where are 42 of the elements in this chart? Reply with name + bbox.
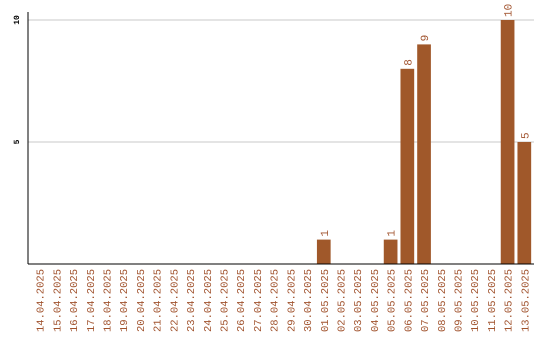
x-tick-label: 01.05.2025 bbox=[320, 269, 332, 332]
x-tick-label: 12.05.2025 bbox=[504, 269, 516, 332]
bar bbox=[500, 20, 514, 264]
x-tick-label: 26.04.2025 bbox=[236, 269, 248, 332]
x-tick-label: 03.05.2025 bbox=[353, 269, 366, 332]
x-tick-label: 23.04.2025 bbox=[186, 269, 198, 332]
bar bbox=[417, 44, 431, 264]
x-tick-label: 20.04.2025 bbox=[136, 269, 148, 332]
x-tick-label: 06.05.2025 bbox=[403, 269, 416, 332]
data-label: 9 bbox=[420, 34, 432, 42]
x-tick-label: 15.04.2025 bbox=[52, 269, 64, 332]
x-tick-label: 16.04.2025 bbox=[69, 269, 82, 332]
x-tick-label: 09.05.2025 bbox=[453, 269, 466, 332]
x-tick-label: 29.04.2025 bbox=[286, 269, 298, 332]
bar bbox=[316, 240, 331, 264]
bar bbox=[400, 68, 414, 264]
data-label: 8 bbox=[403, 59, 416, 66]
x-tick-label: 28.04.2025 bbox=[270, 269, 282, 332]
data-label: 5 bbox=[520, 132, 532, 139]
x-tick-label: 19.04.2025 bbox=[119, 269, 132, 332]
data-label: 1 bbox=[386, 230, 399, 237]
x-tick-label: 08.05.2025 bbox=[436, 269, 449, 332]
x-tick-label: 17.04.2025 bbox=[86, 269, 98, 332]
data-label: 10 bbox=[504, 4, 516, 17]
x-tick-label: 05.05.2025 bbox=[386, 269, 399, 332]
x-tick-label: 10.05.2025 bbox=[470, 269, 482, 332]
bar bbox=[517, 142, 532, 264]
x-tick-label: 02.05.2025 bbox=[336, 269, 348, 332]
x-tick-label: 11.05.2025 bbox=[486, 269, 499, 332]
x-tick-label: 24.04.2025 bbox=[202, 269, 215, 332]
x-tick-label: 25.04.2025 bbox=[220, 269, 232, 332]
x-tick-label: 21.04.2025 bbox=[152, 269, 165, 332]
data-label: 1 bbox=[320, 230, 332, 237]
x-tick-label: 30.04.2025 bbox=[303, 269, 316, 332]
x-tick-label: 27.04.2025 bbox=[252, 269, 265, 332]
x-tick-label: 14.04.2025 bbox=[36, 269, 48, 332]
x-tick-label: 18.04.2025 bbox=[102, 269, 115, 332]
x-tick-label: 13.05.2025 bbox=[520, 269, 532, 332]
x-tick-label: 07.05.2025 bbox=[420, 269, 432, 332]
x-tick-label: 22.04.2025 bbox=[169, 269, 182, 332]
bar bbox=[384, 240, 398, 264]
x-tick-label: 04.05.2025 bbox=[370, 269, 382, 332]
